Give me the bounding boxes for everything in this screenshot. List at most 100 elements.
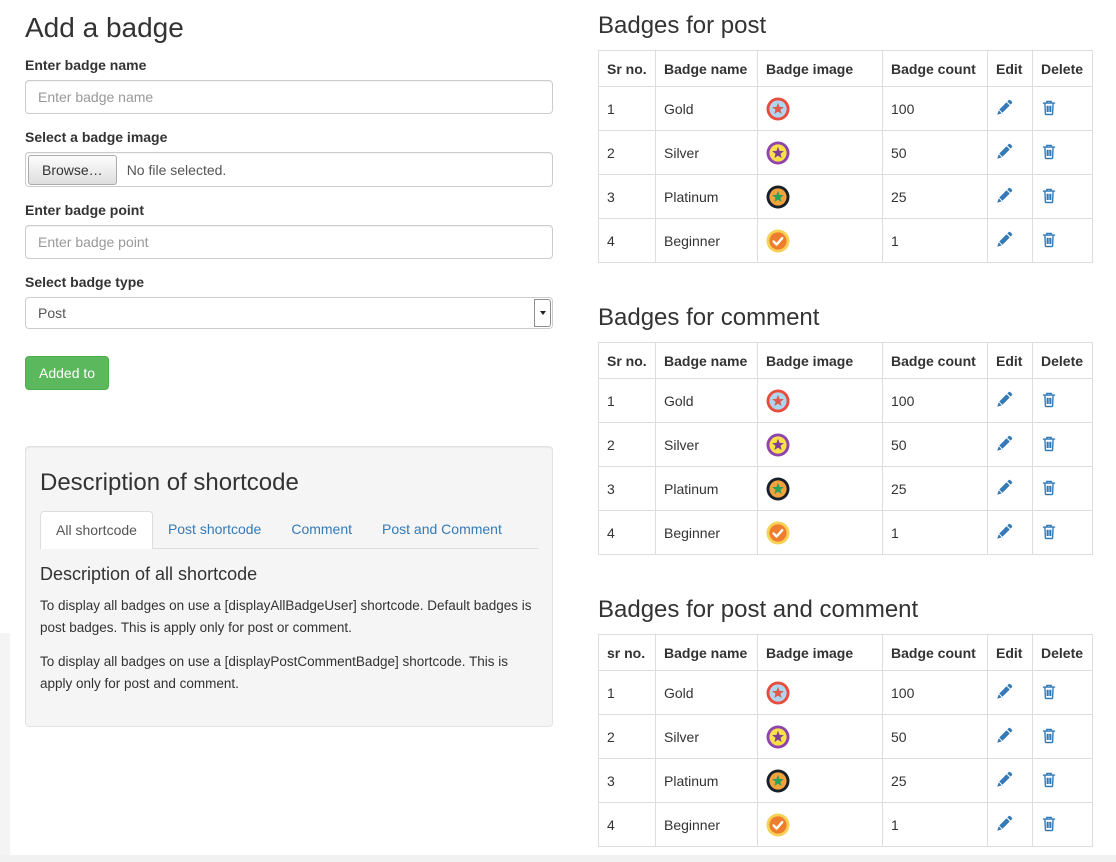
trash-icon — [1042, 232, 1056, 247]
badge-point-input[interactable] — [25, 225, 553, 259]
badge-image-group: Select a badge image Browse… No file sel… — [25, 129, 553, 187]
browse-button[interactable]: Browse… — [28, 154, 117, 185]
edit-button[interactable] — [996, 435, 1013, 452]
tab-all-shortcode[interactable]: All shortcode — [40, 511, 153, 549]
edit-cell — [987, 378, 1033, 423]
edit-button[interactable] — [996, 523, 1013, 540]
pencil-icon — [997, 815, 1013, 831]
trash-icon — [1042, 100, 1056, 115]
delete-button[interactable] — [1041, 683, 1057, 700]
add-badge-section: Add a badge Enter badge name Select a ba… — [25, 0, 553, 728]
badge-name-cell: Silver — [655, 422, 758, 467]
edit-button[interactable] — [996, 391, 1013, 408]
pencil-icon — [997, 231, 1013, 247]
delete-button[interactable] — [1041, 727, 1057, 744]
file-status-text: No file selected. — [126, 161, 227, 178]
badge-image-file-input[interactable]: Browse… No file selected. — [25, 152, 553, 187]
badge-image-cell — [757, 378, 883, 423]
tab-post-shortcode[interactable]: Post shortcode — [167, 521, 262, 537]
column-header-badge-count: Badge count — [882, 50, 988, 87]
column-header-sr-no: Sr no. — [598, 50, 656, 87]
edit-button[interactable] — [996, 99, 1013, 116]
delete-button[interactable] — [1041, 523, 1057, 540]
badge-image-gold — [766, 681, 790, 704]
shortcode-paragraph: To display all badges on use a [displayA… — [40, 598, 532, 636]
delete-button[interactable] — [1041, 435, 1057, 452]
edit-cell — [987, 510, 1033, 555]
pencil-icon — [997, 187, 1013, 203]
trash-icon — [1042, 188, 1056, 203]
badge-tables: Badges for post Sr no. Badge name Badge ima… — [598, 0, 1093, 847]
edit-button[interactable] — [996, 231, 1013, 248]
edit-cell — [987, 802, 1033, 847]
badge-count-cell: 100 — [882, 86, 988, 131]
sr-no-cell: 2 — [598, 422, 656, 467]
edit-button[interactable] — [996, 187, 1013, 204]
badge-name-label: Enter badge name — [25, 57, 147, 73]
badge-image-gold — [766, 389, 790, 412]
edit-cell — [987, 422, 1033, 467]
tab-content-title: Description of all shortcode — [40, 564, 258, 584]
edit-button[interactable] — [996, 815, 1013, 832]
tab-post-and-comment[interactable]: Post and Comment — [382, 521, 502, 537]
added-to-button[interactable]: Added to — [25, 356, 110, 390]
column-header-badge-image: Badge image — [757, 634, 883, 671]
trash-icon — [1042, 816, 1056, 831]
trash-icon — [1042, 728, 1056, 743]
sr-no-cell: 2 — [598, 714, 656, 759]
badge-name-cell: Platinum — [655, 174, 758, 219]
edit-button[interactable] — [996, 771, 1013, 788]
badge-image-label: Select a badge image — [25, 129, 168, 145]
delete-cell — [1032, 714, 1093, 759]
delete-cell — [1032, 802, 1093, 847]
delete-cell — [1032, 670, 1093, 715]
delete-cell — [1032, 758, 1093, 803]
delete-button[interactable] — [1041, 231, 1057, 248]
badge-image-cell — [757, 466, 883, 511]
badge-name-cell: Platinum — [655, 466, 758, 511]
column-header-badge-name: Badge name — [655, 634, 758, 671]
badge-image-cell — [757, 218, 883, 263]
badge-image-cell — [757, 86, 883, 131]
tab-comment[interactable]: Comment — [291, 521, 353, 537]
badge-name-cell: Beginner — [655, 802, 758, 847]
badge-image-platinum — [766, 769, 790, 792]
badge-name-cell: Beginner — [655, 218, 758, 263]
delete-button[interactable] — [1041, 771, 1057, 788]
delete-button[interactable] — [1041, 391, 1057, 408]
delete-button[interactable] — [1041, 187, 1057, 204]
badge-name-cell: Platinum — [655, 758, 758, 803]
table-row: 1 Gold 100 — [598, 670, 1093, 715]
badge-type-select[interactable]: Post — [25, 297, 553, 329]
delete-button[interactable] — [1041, 99, 1057, 116]
sr-no-cell: 1 — [598, 86, 656, 131]
trash-icon — [1042, 480, 1056, 495]
badge-image-gold — [766, 97, 790, 120]
edit-button[interactable] — [996, 479, 1013, 496]
column-header-sr-no: Sr no. — [598, 342, 656, 379]
badge-image-cell — [757, 130, 883, 175]
delete-cell — [1032, 422, 1093, 467]
badge-image-silver — [766, 141, 790, 164]
edit-button[interactable] — [996, 727, 1013, 744]
badge-count-cell: 1 — [882, 802, 988, 847]
edit-button[interactable] — [996, 143, 1013, 160]
badge-image-cell — [757, 714, 883, 759]
edit-button[interactable] — [996, 683, 1013, 700]
table-title: Badges for post — [598, 12, 767, 39]
badge-name-cell: Gold — [655, 86, 758, 131]
table-row: 2 Silver 50 — [598, 714, 1093, 759]
trash-icon — [1042, 772, 1056, 787]
column-header-edit: Edit — [987, 634, 1033, 671]
table-row: 4 Beginner 1 — [598, 802, 1093, 847]
delete-button[interactable] — [1041, 815, 1057, 832]
delete-button[interactable] — [1041, 143, 1057, 160]
delete-button[interactable] — [1041, 479, 1057, 496]
sr-no-cell: 1 — [598, 378, 656, 423]
trash-icon — [1042, 392, 1056, 407]
badge-name-input[interactable] — [25, 80, 553, 114]
badge-count-cell: 100 — [882, 670, 988, 715]
sr-no-cell: 4 — [598, 218, 656, 263]
badge-table-section-badges-for-comment: Badges for comment Sr no. Badge name Badge … — [598, 304, 1093, 555]
